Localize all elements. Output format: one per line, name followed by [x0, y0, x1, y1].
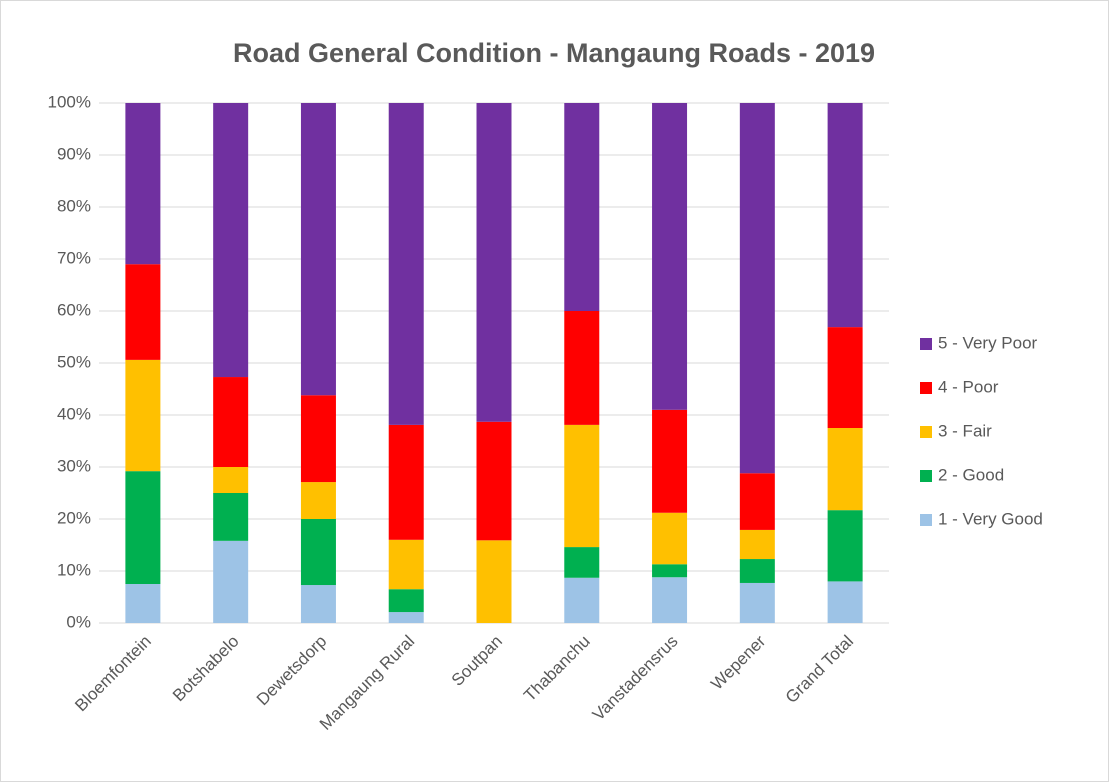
legend-swatch [920, 382, 932, 394]
bar-segment [739, 473, 775, 530]
bar-segment [388, 424, 424, 540]
y-tick-label: 50% [57, 352, 91, 371]
bar-segment [564, 103, 600, 311]
y-tick-label: 30% [57, 456, 91, 475]
bar-segment [300, 482, 336, 519]
y-tick-label: 20% [57, 508, 91, 527]
bar-segment [652, 409, 688, 513]
legend-swatch [920, 514, 932, 526]
y-tick-label: 10% [57, 560, 91, 579]
bar-segment [476, 540, 512, 623]
bar-segment [827, 581, 863, 623]
y-tick-label: 100% [48, 92, 91, 111]
legend-label: 2 - Good [938, 465, 1004, 484]
legend-swatch [920, 338, 932, 350]
legend-label: 1 - Very Good [938, 509, 1043, 528]
bar-segment [564, 311, 600, 425]
bar-segment [652, 577, 688, 623]
bar-segment [125, 264, 161, 360]
bar-segment [125, 359, 161, 472]
bar-segment [300, 585, 336, 623]
bar-segment [476, 421, 512, 541]
bar-segment [300, 519, 336, 586]
bar-segment [213, 467, 249, 493]
legend-swatch [920, 426, 932, 438]
bar-segment [300, 103, 336, 396]
y-tick-label: 60% [57, 300, 91, 319]
bar-segment [213, 540, 249, 623]
legend-label: 3 - Fair [938, 421, 992, 440]
bar-segment [300, 395, 336, 483]
bar-segment [564, 547, 600, 578]
bar-segment [125, 471, 161, 584]
bar-segment [213, 103, 249, 378]
bar-segment [388, 103, 424, 425]
bar-segment [564, 577, 600, 623]
y-tick-label: 80% [57, 196, 91, 215]
bar-segment [739, 559, 775, 583]
bar-segment [476, 103, 512, 422]
y-tick-label: 40% [57, 404, 91, 423]
bar-segment [827, 327, 863, 428]
bar-segment [739, 529, 775, 560]
bar-segment [213, 377, 249, 467]
bar-segment [827, 510, 863, 582]
bar-segment [652, 564, 688, 578]
legend-label: 4 - Poor [938, 377, 999, 396]
bar-segment [564, 424, 600, 548]
legend-label: 5 - Very Poor [938, 333, 1038, 352]
bar-segment [388, 589, 424, 613]
y-tick-label: 90% [57, 144, 91, 163]
chart-title: Road General Condition - Mangaung Roads … [233, 38, 875, 68]
bar-segment [388, 612, 424, 623]
legend-swatch [920, 470, 932, 482]
y-tick-label: 0% [66, 612, 91, 631]
bar-segment [652, 512, 688, 565]
y-tick-label: 70% [57, 248, 91, 267]
bar-segment [827, 428, 863, 511]
bar-segment [739, 582, 775, 623]
bar-segment [213, 493, 249, 541]
bar-segment [652, 103, 688, 410]
bar-segment [125, 584, 161, 623]
bar-segment [125, 103, 161, 265]
bar-segment [388, 539, 424, 590]
bar-segment [827, 103, 863, 328]
bar-segment [739, 103, 775, 474]
